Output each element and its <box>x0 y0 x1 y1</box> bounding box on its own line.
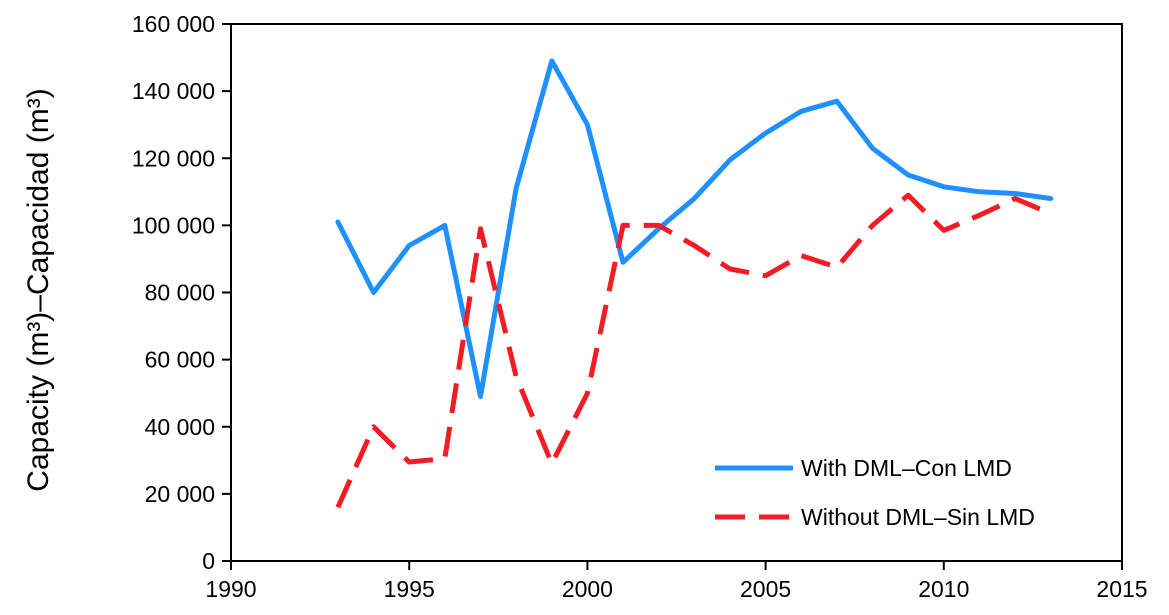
y-tick-label: 0 <box>202 548 215 574</box>
y-tick-label: 120 000 <box>132 145 215 171</box>
x-tick-label: 2010 <box>918 576 969 602</box>
y-axis-title: Capacity (m³)–Capacidad (m³) <box>22 88 55 491</box>
series-line-without-dml <box>335 192 1052 509</box>
x-tick-label: 1990 <box>205 576 256 602</box>
series-line-with-dml <box>335 58 1054 399</box>
legend-label: Without DML–Sin LMD <box>801 504 1035 530</box>
y-tick-label: 80 000 <box>145 280 215 306</box>
y-tick-label: 100 000 <box>132 212 215 238</box>
y-tick-label: 60 000 <box>145 347 215 373</box>
legend: With DML–Con LMD Without DML–Sin LMD <box>715 455 1035 530</box>
x-tick-label: 2000 <box>562 576 613 602</box>
x-tick-label: 2015 <box>1096 576 1147 602</box>
x-tick-label: 1995 <box>384 576 435 602</box>
y-tick-label: 160 000 <box>132 11 215 37</box>
axis-ticks: 0 20 000 40 000 60 000 80 000 100 000 120 000 1… <box>132 11 1148 602</box>
series-layer <box>335 58 1054 509</box>
y-tick-label: 140 000 <box>132 78 215 104</box>
y-tick-label: 20 000 <box>145 481 215 507</box>
legend-label: With DML–Con LMD <box>801 455 1012 481</box>
y-tick-label: 40 000 <box>145 414 215 440</box>
x-tick-label: 2005 <box>740 576 791 602</box>
